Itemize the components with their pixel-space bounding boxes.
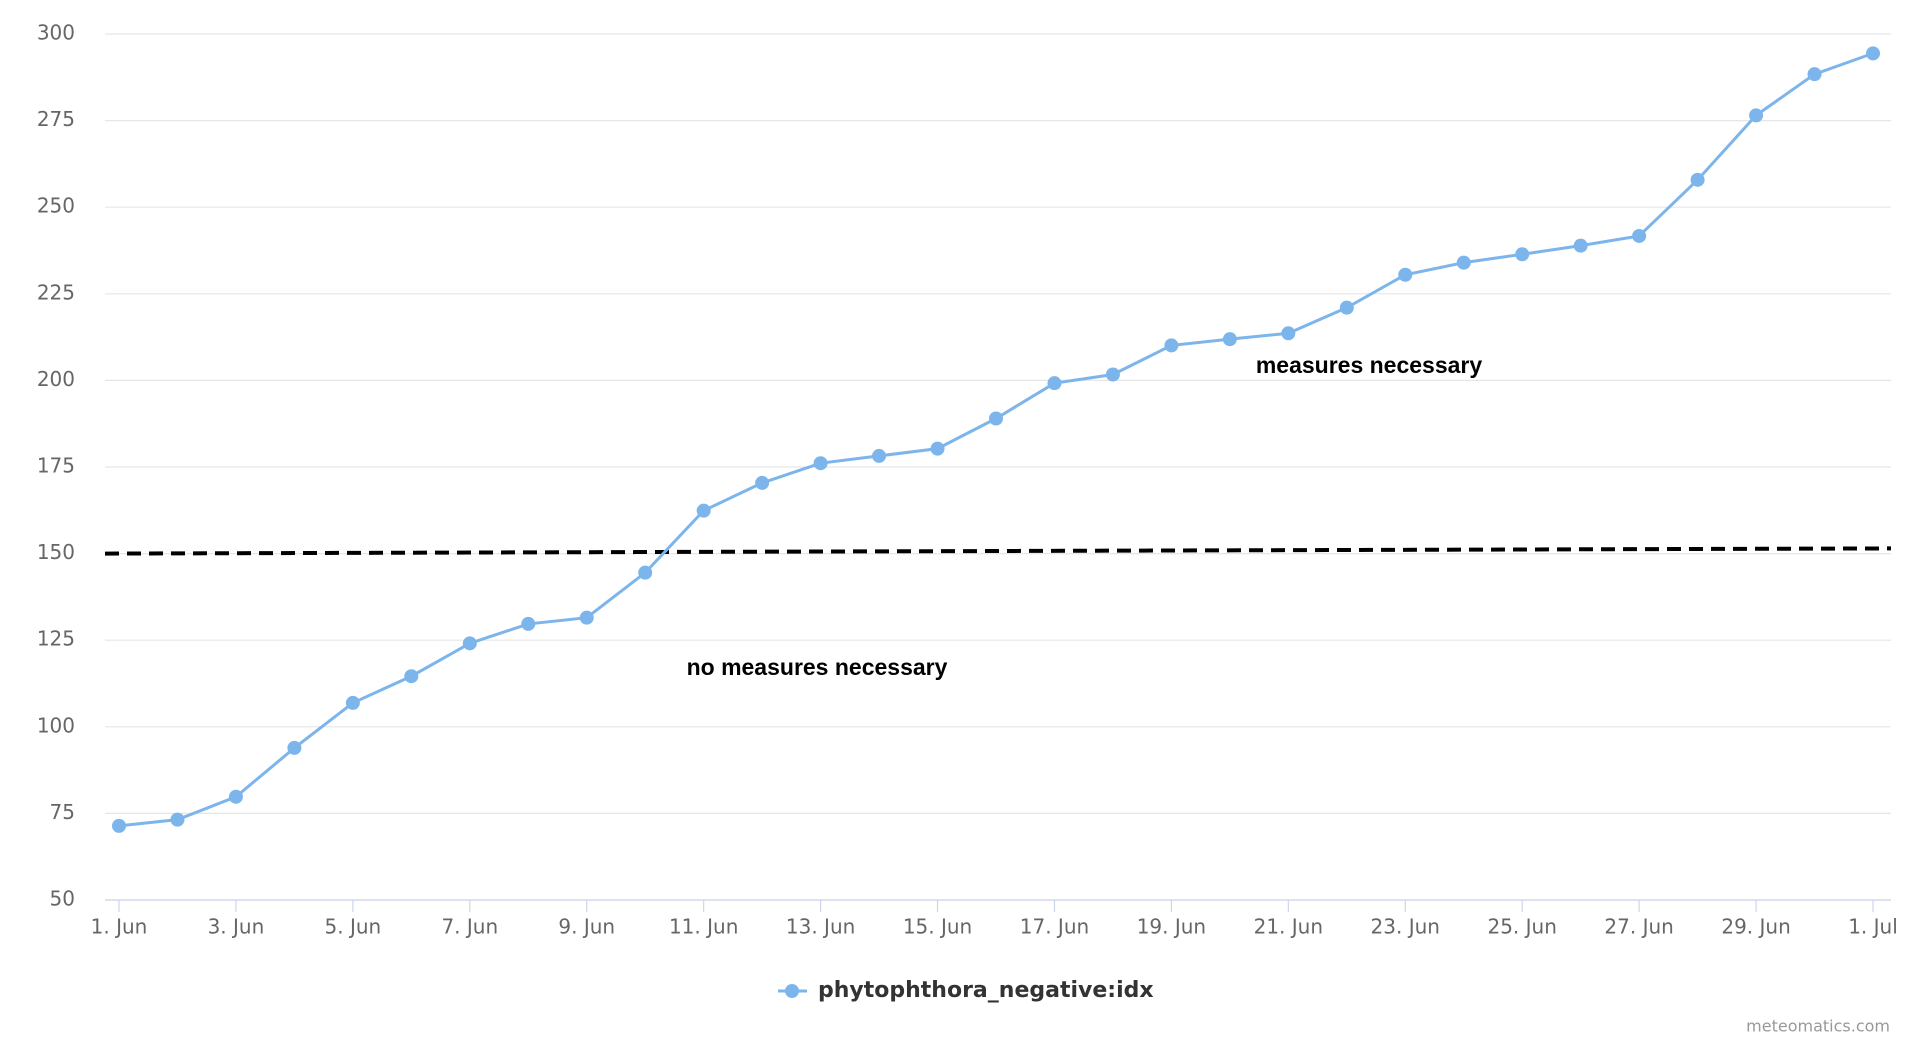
x-tick-label: 9. Jun	[558, 915, 615, 939]
x-tick-label: 7. Jun	[441, 915, 498, 939]
point	[287, 740, 302, 755]
y-tick-label: 250	[37, 194, 75, 218]
series-line	[118, 51, 1874, 828]
point	[1164, 338, 1179, 353]
point	[755, 475, 770, 490]
point	[696, 503, 711, 518]
x-tick-label: 13. Jun	[786, 915, 855, 939]
x-tick-label: 1. Jun	[91, 915, 148, 939]
x-tick-label: 23. Jun	[1371, 915, 1440, 939]
point	[1807, 67, 1822, 82]
point	[579, 610, 594, 625]
point	[462, 636, 477, 651]
point	[1515, 247, 1530, 262]
point	[1866, 46, 1880, 61]
point	[1749, 108, 1764, 123]
point	[345, 695, 360, 710]
y-tick-label: 125	[37, 627, 75, 651]
point	[521, 616, 536, 631]
y-tick-label: 75	[50, 800, 75, 824]
point	[1573, 238, 1588, 253]
x-tick-label: 19. Jun	[1137, 915, 1206, 939]
y-tick-label: 200	[37, 367, 75, 391]
point	[112, 818, 126, 833]
point	[1690, 172, 1705, 187]
annotation: no measures necessary	[687, 654, 948, 680]
x-tick-label: 5. Jun	[325, 915, 382, 939]
x-tick-label: 27. Jun	[1604, 915, 1673, 939]
x-tick-label: 15. Jun	[903, 915, 972, 939]
y-tick-label: 175	[37, 454, 75, 478]
x-tick-label: 11. Jun	[669, 915, 738, 939]
point	[1398, 267, 1413, 282]
x-tick-label: 17. Jun	[1020, 915, 1089, 939]
y-tick-label: 275	[37, 107, 75, 131]
point	[1632, 228, 1647, 243]
point	[1339, 300, 1354, 315]
y-tick-label: 225	[37, 280, 75, 304]
y-tick-label: 150	[37, 540, 75, 564]
point	[1222, 332, 1237, 347]
x-tick-label: 3. Jun	[208, 915, 265, 939]
y-tick-label: 50	[50, 887, 75, 911]
legend-marker	[785, 984, 799, 998]
x-tick-label: 21. Jun	[1254, 915, 1323, 939]
x-tick-label: 1. Jul	[1848, 915, 1898, 939]
point	[989, 411, 1003, 426]
point	[813, 456, 828, 471]
y-tick-label: 100	[37, 713, 75, 737]
threshold-line	[104, 546, 1892, 556]
x-tick-label: 25. Jun	[1487, 915, 1556, 939]
legend-label: phytophthora_negative:idx	[818, 978, 1154, 1003]
point	[872, 448, 887, 463]
point	[170, 812, 185, 827]
point	[1456, 255, 1471, 270]
point	[1047, 376, 1062, 391]
point	[638, 565, 653, 580]
annotation: measures necessary	[1256, 352, 1483, 378]
point	[404, 669, 419, 684]
point	[1281, 326, 1296, 341]
credits: meteomatics.com	[1746, 1017, 1890, 1036]
point	[1105, 367, 1120, 382]
point	[228, 789, 243, 804]
x-tick-label: 29. Jun	[1721, 915, 1790, 939]
y-tick-label: 300	[37, 21, 75, 45]
point	[930, 441, 945, 456]
